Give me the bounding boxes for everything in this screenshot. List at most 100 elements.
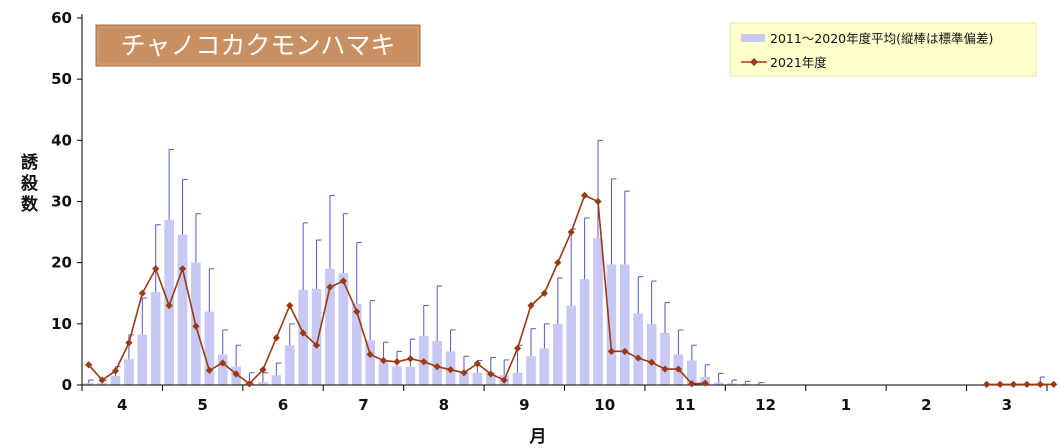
line-point [701,379,709,387]
y-tick-label: 40 [51,131,72,149]
bar [687,360,697,385]
line-point [594,197,602,206]
line-point [581,191,589,199]
bar [204,311,215,385]
bar [110,375,121,385]
bar [83,383,94,385]
bar [633,313,644,385]
line-point [513,344,522,352]
line-point [487,370,495,378]
line-point [406,355,414,363]
legend-line-label: 2021年度 [770,55,827,70]
line-point [527,301,535,310]
bar [258,381,268,385]
bar [124,359,134,385]
bar [579,279,590,385]
line-point [420,358,428,366]
y-tick-label: 10 [51,315,72,333]
bar [217,354,228,385]
bar [512,372,523,385]
line-point [634,354,642,362]
line-point [259,366,267,374]
x-tick-label: 6 [278,396,288,414]
line-point [379,356,388,365]
bar [378,360,389,385]
title-box: チャノコカクモンハマキ [95,24,421,67]
line-point [299,329,307,337]
bar [713,382,724,385]
line-point [219,359,227,367]
line-point [205,366,213,374]
bar [606,264,617,385]
x-tick-label: 9 [519,396,529,414]
x-tick-label: 4 [117,396,127,414]
line-point [272,334,280,342]
line-point [111,367,120,375]
line-point [138,289,146,297]
line-point [607,347,616,355]
x-tick-label: 1 [841,396,851,414]
line-point [996,380,1004,388]
bar [392,366,402,385]
chart-title: チャノコカクモンハマキ [121,31,396,60]
line-point [98,376,106,384]
line-point [446,366,455,374]
bar [566,305,577,385]
bar [311,288,322,385]
line-point [353,308,361,316]
line-point [232,370,240,378]
bar [271,375,282,385]
bar [137,334,148,385]
bar [646,323,657,385]
bar [365,340,375,385]
line-point [1036,380,1044,388]
bar [740,383,751,385]
line-point [152,265,160,273]
x-tick-label: 12 [755,396,776,414]
error-bars [88,139,1046,385]
line-point [460,369,468,377]
line-point [674,365,683,373]
x-tick-label: 11 [675,396,696,414]
x-tick-label: 2 [921,396,931,414]
line-point [85,361,93,369]
bar [284,345,295,385]
line-point [326,283,334,291]
line-point [567,228,575,236]
legend-bar-label: 2011～2020年度平均(縦棒は標準偏差) [770,31,993,46]
line-point [621,347,629,355]
line-point [192,322,200,330]
line-point [540,289,548,297]
x-axis-title: 月 [529,427,547,447]
bar-series [83,219,1046,385]
bar [325,268,335,385]
line-point [500,376,508,384]
x-tick-label: 3 [1002,396,1012,414]
y-tick-label: 0 [62,376,72,394]
line-point [366,350,374,359]
line-point [339,277,347,285]
bar [472,372,483,385]
legend-line-marker [750,58,758,66]
x-tick-label: 5 [197,396,207,414]
x-tick-label: 8 [439,396,449,414]
x-tick-label: 7 [358,396,368,414]
y-tick-label: 50 [51,70,72,88]
bar [619,264,630,385]
bar [727,383,737,385]
line-point [125,339,133,347]
line-point [286,301,294,310]
bar [338,273,349,385]
bar [485,372,496,385]
line-point [1050,380,1058,388]
line-point [245,380,254,388]
line-point [178,265,187,273]
line-point [165,301,173,310]
line-point [554,259,562,267]
legend-bar-swatch [741,34,765,42]
bar [552,323,563,385]
bar [351,303,362,385]
line-series [85,191,1058,388]
